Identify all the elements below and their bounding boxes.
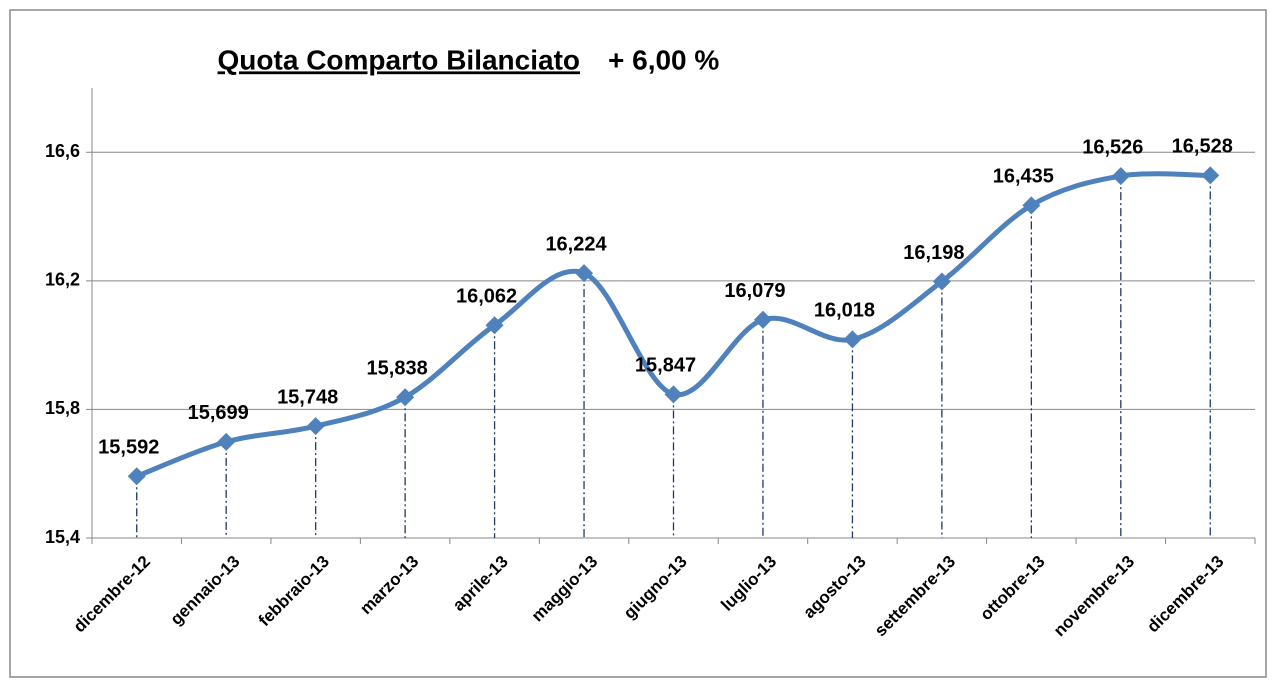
data-label: 15,699 bbox=[188, 402, 249, 424]
y-tick-label: 15,8 bbox=[45, 398, 80, 418]
chart-title: Quota Comparto Bilanciato bbox=[218, 44, 580, 75]
marker bbox=[485, 316, 504, 335]
marker bbox=[217, 432, 236, 451]
data-label: 15,847 bbox=[635, 355, 696, 377]
marker bbox=[575, 264, 594, 283]
marker bbox=[127, 467, 146, 486]
marker bbox=[306, 417, 325, 436]
data-label: 15,838 bbox=[367, 357, 428, 379]
data-label: 16,018 bbox=[814, 300, 875, 322]
y-tick-label: 16,2 bbox=[45, 270, 80, 290]
marker bbox=[1201, 166, 1220, 185]
marker bbox=[932, 272, 951, 291]
data-label: 15,592 bbox=[98, 437, 159, 459]
marker bbox=[843, 330, 862, 349]
data-label: 16,526 bbox=[1082, 136, 1143, 158]
data-label: 16,224 bbox=[545, 233, 607, 255]
marker bbox=[753, 310, 772, 329]
marker bbox=[1022, 196, 1041, 215]
marker bbox=[1111, 167, 1130, 186]
data-label: 16,062 bbox=[456, 285, 517, 307]
y-tick-label: 15,4 bbox=[45, 527, 80, 547]
chart-subtitle: + 6,00 % bbox=[608, 44, 719, 75]
y-tick-label: 16,6 bbox=[45, 141, 80, 161]
marker bbox=[396, 388, 415, 407]
data-label: 16,528 bbox=[1172, 136, 1233, 158]
data-label: 16,198 bbox=[903, 242, 964, 264]
data-label: 16,435 bbox=[993, 166, 1054, 188]
chart-border bbox=[9, 9, 1267, 678]
data-label: 15,748 bbox=[277, 386, 338, 408]
data-label: 16,079 bbox=[724, 280, 785, 302]
marker bbox=[664, 385, 683, 404]
